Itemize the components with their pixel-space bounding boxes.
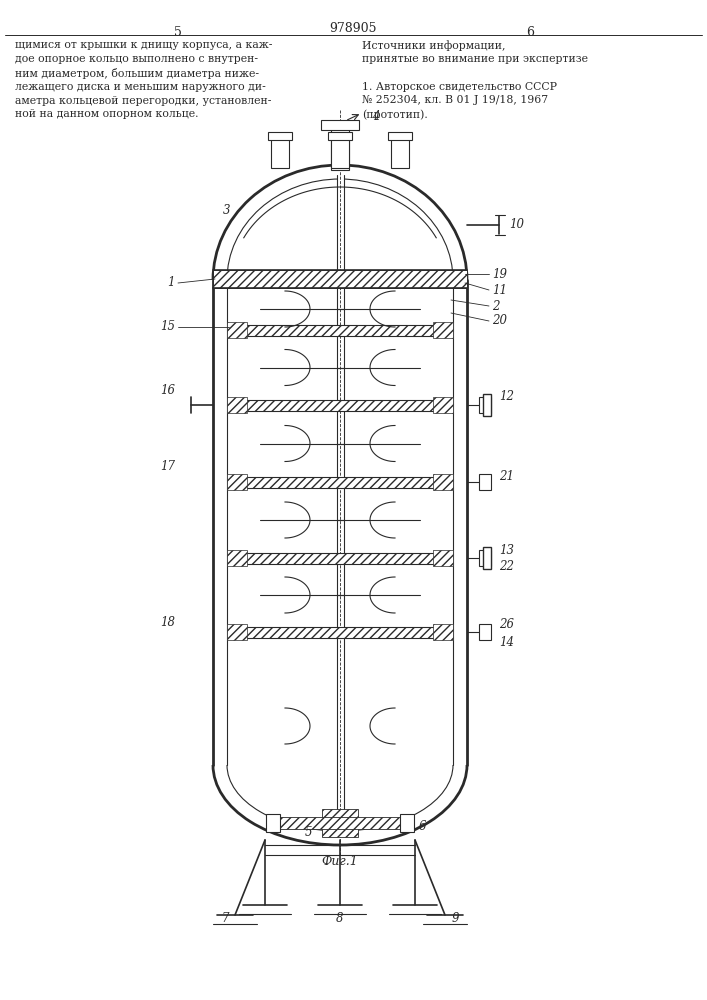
Bar (433, 397, 453, 413)
Text: 3: 3 (223, 204, 230, 217)
Text: щимися от крышки к днищу корпуса, а каж-
дое опорное кольцо выполнено с внутрен-: щимися от крышки к днищу корпуса, а каж-… (15, 40, 272, 119)
Bar (213, 270, 467, 288)
Bar (227, 397, 247, 413)
Bar (271, 136, 289, 168)
Bar (433, 322, 453, 338)
Bar (331, 136, 349, 168)
Text: 5: 5 (174, 26, 182, 39)
Bar (479, 550, 491, 566)
Bar (227, 322, 247, 338)
Text: 8: 8 (337, 912, 344, 926)
Bar (268, 132, 292, 140)
Text: 6: 6 (526, 26, 534, 39)
Text: 2: 2 (492, 300, 500, 312)
Bar (240, 626, 440, 638)
Bar (433, 550, 453, 566)
Bar (240, 399, 440, 410)
Bar (227, 624, 247, 640)
Bar (479, 474, 491, 490)
Bar (328, 132, 352, 140)
Text: 16: 16 (160, 383, 175, 396)
Bar (479, 624, 491, 640)
Bar (240, 477, 440, 488)
Text: 21: 21 (499, 471, 514, 484)
Text: 9: 9 (451, 912, 459, 926)
Text: 1: 1 (168, 276, 175, 290)
Bar (321, 120, 359, 130)
Text: 7: 7 (221, 912, 229, 926)
Text: 13: 13 (499, 544, 514, 556)
Bar (331, 125, 349, 170)
Text: 11: 11 (492, 284, 507, 296)
Bar (483, 394, 491, 416)
Bar (227, 550, 247, 566)
Bar (479, 397, 491, 413)
Bar (280, 817, 400, 829)
Bar (240, 324, 440, 336)
Bar (433, 474, 453, 490)
Text: 15: 15 (160, 320, 175, 334)
Bar (240, 552, 440, 564)
Bar (433, 624, 453, 640)
Text: Фиг.1: Фиг.1 (322, 855, 358, 868)
Text: 978905: 978905 (329, 22, 377, 35)
Text: 20: 20 (492, 314, 507, 328)
Bar (483, 547, 491, 569)
Text: 18: 18 (160, 615, 175, 629)
Text: 22: 22 (499, 560, 514, 572)
Bar (337, 175, 344, 827)
Text: 17: 17 (160, 460, 175, 474)
Text: 19: 19 (492, 267, 507, 280)
Text: 12: 12 (499, 390, 514, 403)
Text: 4: 4 (372, 110, 380, 123)
Bar (388, 132, 412, 140)
Bar (400, 814, 414, 832)
Text: 26: 26 (499, 617, 514, 631)
Bar (391, 136, 409, 168)
Text: 14: 14 (499, 636, 514, 648)
Bar (227, 474, 247, 490)
Text: Источники информации,
принятые во внимание при экспертизе

1. Авторское свидетел: Источники информации, принятые во вниман… (362, 40, 588, 120)
Text: 10: 10 (509, 219, 524, 232)
Text: 6: 6 (419, 820, 426, 832)
Bar (266, 814, 280, 832)
Text: 5: 5 (305, 826, 312, 838)
Bar (322, 809, 358, 837)
